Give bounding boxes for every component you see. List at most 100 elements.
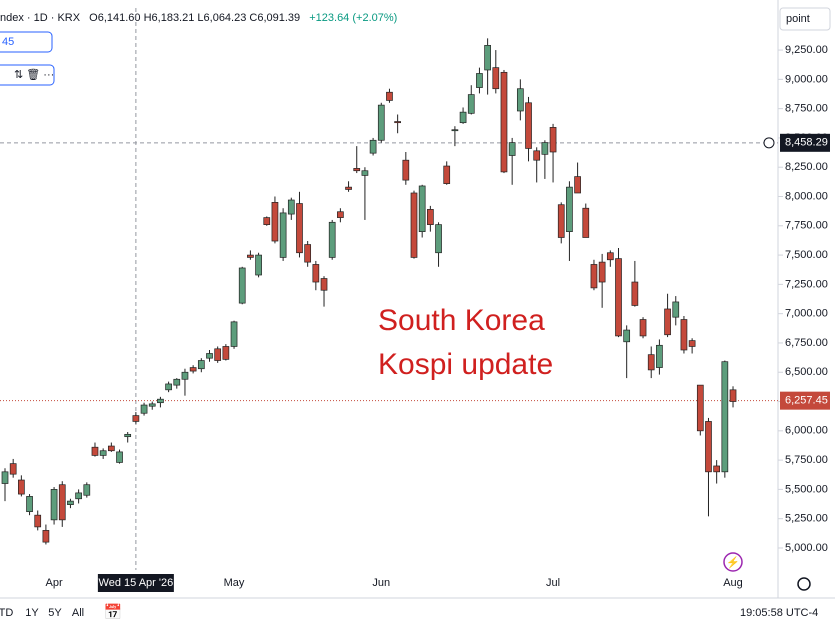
candle-body	[197, 360, 205, 370]
candle-body	[508, 142, 516, 156]
annotation: South Korea	[378, 304, 545, 337]
lightning-icon[interactable]	[723, 552, 743, 572]
crosshair-plus[interactable]	[763, 137, 775, 149]
candle-body	[369, 139, 377, 154]
candle-body	[304, 244, 312, 263]
candle-body	[476, 73, 483, 88]
candle-body	[386, 91, 393, 101]
candle-body	[116, 451, 123, 463]
candle-body	[443, 165, 451, 184]
candle-body	[705, 421, 712, 473]
left-box-text: 45	[2, 36, 14, 48]
candle-body	[516, 88, 524, 112]
candle-body	[623, 329, 631, 343]
candle-body	[238, 267, 246, 304]
candle-body	[647, 354, 655, 371]
x-tick-label: Jun	[372, 577, 390, 589]
crosshair-date-box	[97, 574, 174, 592]
candle-body	[222, 346, 230, 360]
candle-body	[345, 186, 352, 190]
candle-body	[271, 202, 279, 242]
range-button[interactable]: 1Y	[25, 607, 39, 619]
candle-body	[206, 353, 213, 359]
candle-body	[606, 252, 614, 261]
calendar-icon[interactable]: 📅	[104, 603, 123, 621]
candle-body	[492, 67, 500, 90]
candle-body	[353, 168, 361, 172]
y-tick-label: 7,750.00	[785, 220, 828, 232]
candle-body	[263, 217, 271, 225]
candle-body	[181, 371, 189, 380]
candle-body	[312, 264, 320, 283]
candle-body	[26, 496, 33, 513]
candle-body	[157, 398, 164, 404]
settings-icon[interactable]	[797, 577, 811, 591]
symbol: ndex · 1D · KRX	[0, 12, 81, 24]
header: ndex · 1D · KRX O6,141.60 H6,183.21 L6,0…	[0, 12, 403, 24]
candle-body	[631, 281, 639, 306]
candle-body	[484, 45, 491, 71]
crosshair-price-box	[780, 133, 830, 152]
candle-body	[148, 403, 156, 407]
candle-body	[664, 308, 671, 336]
scale-box[interactable]	[779, 7, 831, 31]
y-tick-label: 6,500.00	[785, 366, 828, 378]
candle-body	[680, 319, 688, 351]
candle-body	[394, 121, 401, 124]
y-tick-label: 9,000.00	[785, 73, 828, 85]
candle-body	[696, 384, 704, 432]
candle-body	[729, 389, 737, 402]
candle-body	[688, 340, 696, 347]
candle-body	[50, 489, 58, 521]
candle-body	[173, 378, 181, 386]
range-button[interactable]: All	[72, 607, 84, 619]
ohlc: O6,141.60 H6,183.21 L6,064.23 C6,091.39	[89, 12, 301, 24]
toolbar-box[interactable]	[0, 64, 55, 86]
left-box[interactable]	[0, 31, 53, 53]
last-price-label: 6,257.45	[785, 395, 828, 407]
candle-body	[672, 301, 680, 318]
x-tick-label: Aug	[723, 577, 743, 589]
y-tick-label: 8,250.00	[785, 161, 828, 173]
candle-body	[255, 254, 262, 276]
candle-body	[230, 321, 238, 347]
candle-body	[75, 492, 82, 500]
toolbar-icons[interactable]: ⇅ 🗑 ···	[14, 68, 54, 81]
candle-body	[713, 465, 721, 473]
candle-body	[296, 203, 303, 254]
x-tick-label: Jul	[546, 577, 560, 589]
y-tick-label: 5,500.00	[785, 483, 828, 495]
candle-body	[582, 207, 590, 238]
y-tick-label: 5,000.00	[785, 542, 828, 554]
candle-body	[83, 484, 91, 496]
candle-body	[189, 367, 197, 372]
candle-body	[140, 404, 148, 414]
y-tick-label: 8,000.00	[785, 190, 828, 202]
candle-body	[418, 185, 426, 233]
candle-body	[320, 278, 328, 291]
candle-body	[9, 463, 17, 475]
candle-body	[590, 264, 598, 289]
candle-body	[615, 258, 622, 337]
crosshair-date: Wed 15 Apr '26	[99, 577, 174, 589]
candle-body	[541, 142, 549, 155]
candle-body	[328, 221, 336, 258]
candle-body	[549, 127, 557, 153]
candle-body	[107, 445, 115, 452]
y-tick-label: 7,250.00	[785, 278, 828, 290]
candle-body	[410, 192, 418, 258]
candle-body	[42, 530, 50, 543]
range-button[interactable]: TD	[0, 607, 13, 619]
y-tick-label: 8,750.00	[785, 103, 828, 115]
candle-body	[214, 348, 222, 361]
range-button[interactable]: 5Y	[48, 607, 62, 619]
candle-body	[435, 224, 442, 254]
candle-body	[18, 479, 25, 495]
candle-body	[337, 211, 344, 218]
candle-body	[402, 159, 410, 181]
x-tick-label: Apr	[46, 577, 63, 589]
scale-box-text: point	[786, 13, 810, 25]
clock: 19:05:58 UTC-4	[740, 607, 818, 619]
y-tick-label: 7,000.00	[785, 308, 828, 320]
